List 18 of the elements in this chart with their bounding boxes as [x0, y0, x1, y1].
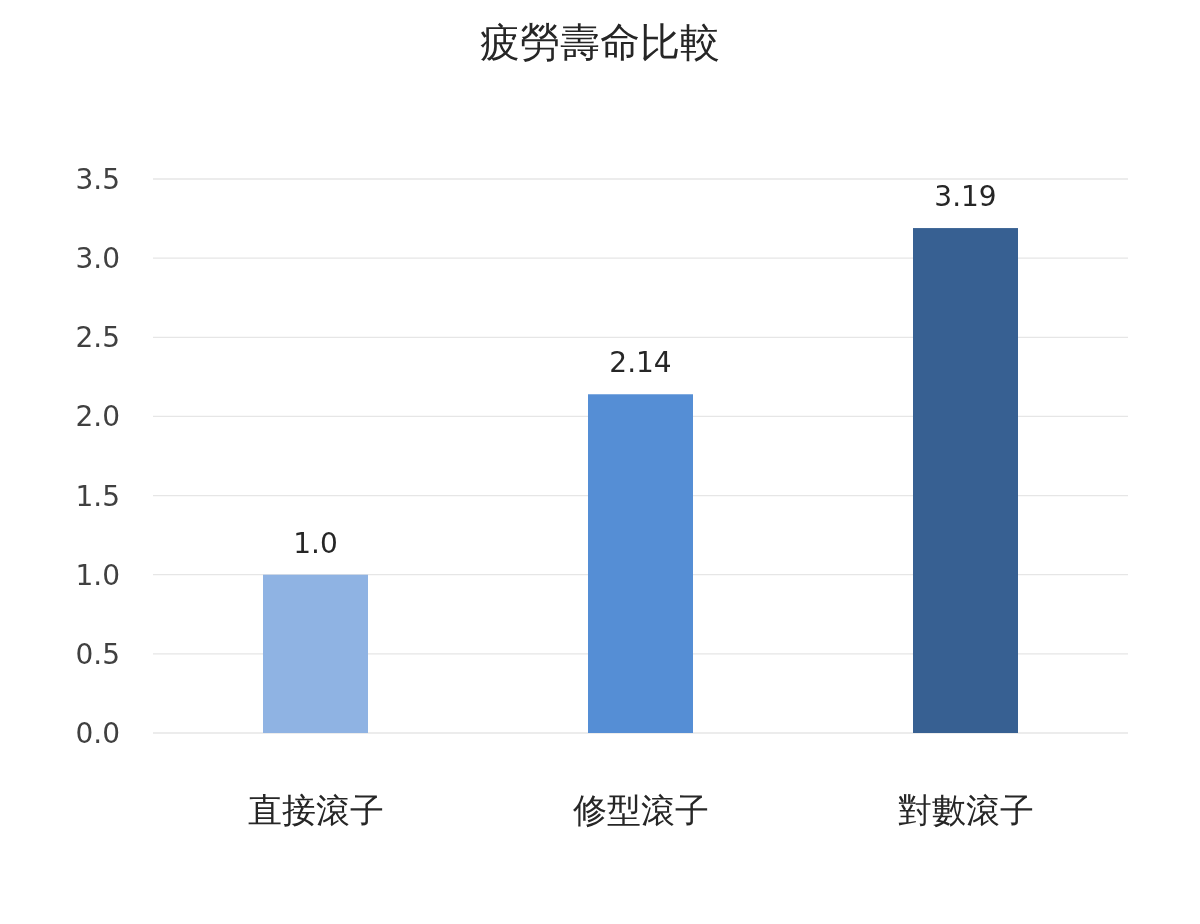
y-tick-label: 2.5	[75, 321, 120, 355]
x-tick-label: 修型滾子	[572, 790, 709, 830]
data-label: 2.14	[609, 346, 672, 380]
x-tick-label: 對數滾子	[897, 790, 1034, 830]
y-tick-label: 1.0	[75, 558, 120, 592]
y-tick-label: 0.0	[75, 717, 120, 750]
bar	[588, 394, 693, 733]
y-tick-label: 1.5	[75, 479, 120, 513]
chart-title: 疲勞壽命比較	[480, 19, 720, 65]
bar	[263, 574, 368, 733]
x-tick-label: 直接滾子	[247, 790, 384, 830]
data-label: 3.19	[934, 180, 997, 214]
y-tick-label: 3.0	[75, 242, 120, 276]
y-tick-label: 0.5	[75, 637, 120, 671]
y-tick-label: 3.5	[75, 163, 120, 196]
bar	[913, 228, 1018, 733]
data-label: 1.0	[293, 526, 338, 560]
y-tick-label: 2.0	[75, 400, 120, 434]
